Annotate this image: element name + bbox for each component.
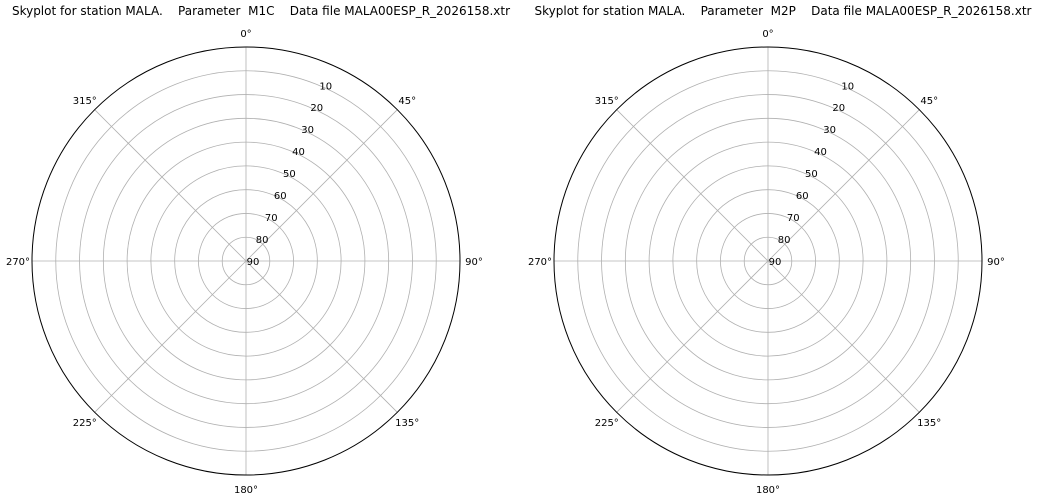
elevation-tick-label: 50 [805, 169, 818, 180]
azimuth-gridline [245, 109, 398, 262]
elevation-tick-label: 60 [796, 191, 809, 202]
chart-title: Skyplot for station MALA. Parameter M2P … [534, 4, 1032, 18]
azimuth-tick-label: 180° [234, 485, 258, 496]
azimuth-tick-label: 315° [595, 96, 619, 107]
azimuth-tick-label: 0° [240, 29, 251, 40]
elevation-tick-label: 10 [841, 81, 854, 92]
plot-frame [31, 46, 461, 476]
elevation-tick-label: 70 [787, 213, 800, 224]
azimuth-tick-label: 45° [398, 96, 416, 107]
azimuth-gridline [94, 109, 247, 262]
elevation-tick-label: 90 [247, 257, 260, 268]
elevation-tick-label: 30 [823, 125, 836, 136]
elevation-tick-label: 20 [832, 103, 845, 114]
azimuth-gridline [767, 260, 920, 413]
elevation-tick-label: 40 [814, 147, 827, 158]
azimuth-tick-label: 315° [73, 96, 97, 107]
chart-title: Skyplot for station MALA. Parameter M1C … [11, 4, 511, 18]
azimuth-tick-label: 270° [528, 257, 552, 268]
skyplot-panel-m2p: Skyplot for station MALA. Parameter M2P … [522, 0, 1044, 500]
skyplot-m2p: 0° 45° 90° 135° 180° 225° 270° 315° 10 20 30 40 50 60… [528, 29, 1005, 496]
skyplot-m1c: 0° 45° 90° 135° 180° 225° 270° 315° 10 20 30 40 50 60… [6, 29, 483, 496]
elevation-tick-label: 50 [283, 169, 296, 180]
azimuth-tick-label: 135° [395, 418, 419, 429]
elevation-tick-label: 30 [301, 125, 314, 136]
elevation-tick-label: 70 [265, 213, 278, 224]
skyplot-panel-m1c: Skyplot for station MALA. Parameter M1C … [6, 4, 511, 496]
azimuth-tick-label: 135° [917, 418, 941, 429]
elevation-tick-label: 80 [256, 235, 269, 246]
elevation-tick-label: 10 [319, 81, 332, 92]
azimuth-gridline [616, 260, 769, 413]
azimuth-tick-label: 90° [987, 257, 1005, 268]
elevation-tick-label: 20 [310, 103, 323, 114]
plot-frame [553, 46, 983, 476]
azimuth-tick-label: 0° [762, 29, 773, 40]
azimuth-tick-label: 225° [595, 418, 619, 429]
elevation-tick-label: 60 [274, 191, 287, 202]
azimuth-tick-label: 45° [920, 96, 938, 107]
elevation-tick-label: 90 [769, 257, 782, 268]
azimuth-tick-label: 90° [465, 257, 483, 268]
azimuth-tick-label: 180° [756, 485, 780, 496]
elevation-tick-label: 40 [292, 147, 305, 158]
azimuth-gridline [245, 260, 398, 413]
elevation-tick-label: 80 [778, 235, 791, 246]
azimuth-tick-label: 270° [6, 257, 30, 268]
azimuth-gridline [616, 109, 769, 262]
azimuth-gridline [94, 260, 247, 413]
azimuth-tick-label: 225° [73, 418, 97, 429]
azimuth-gridline [767, 109, 920, 262]
